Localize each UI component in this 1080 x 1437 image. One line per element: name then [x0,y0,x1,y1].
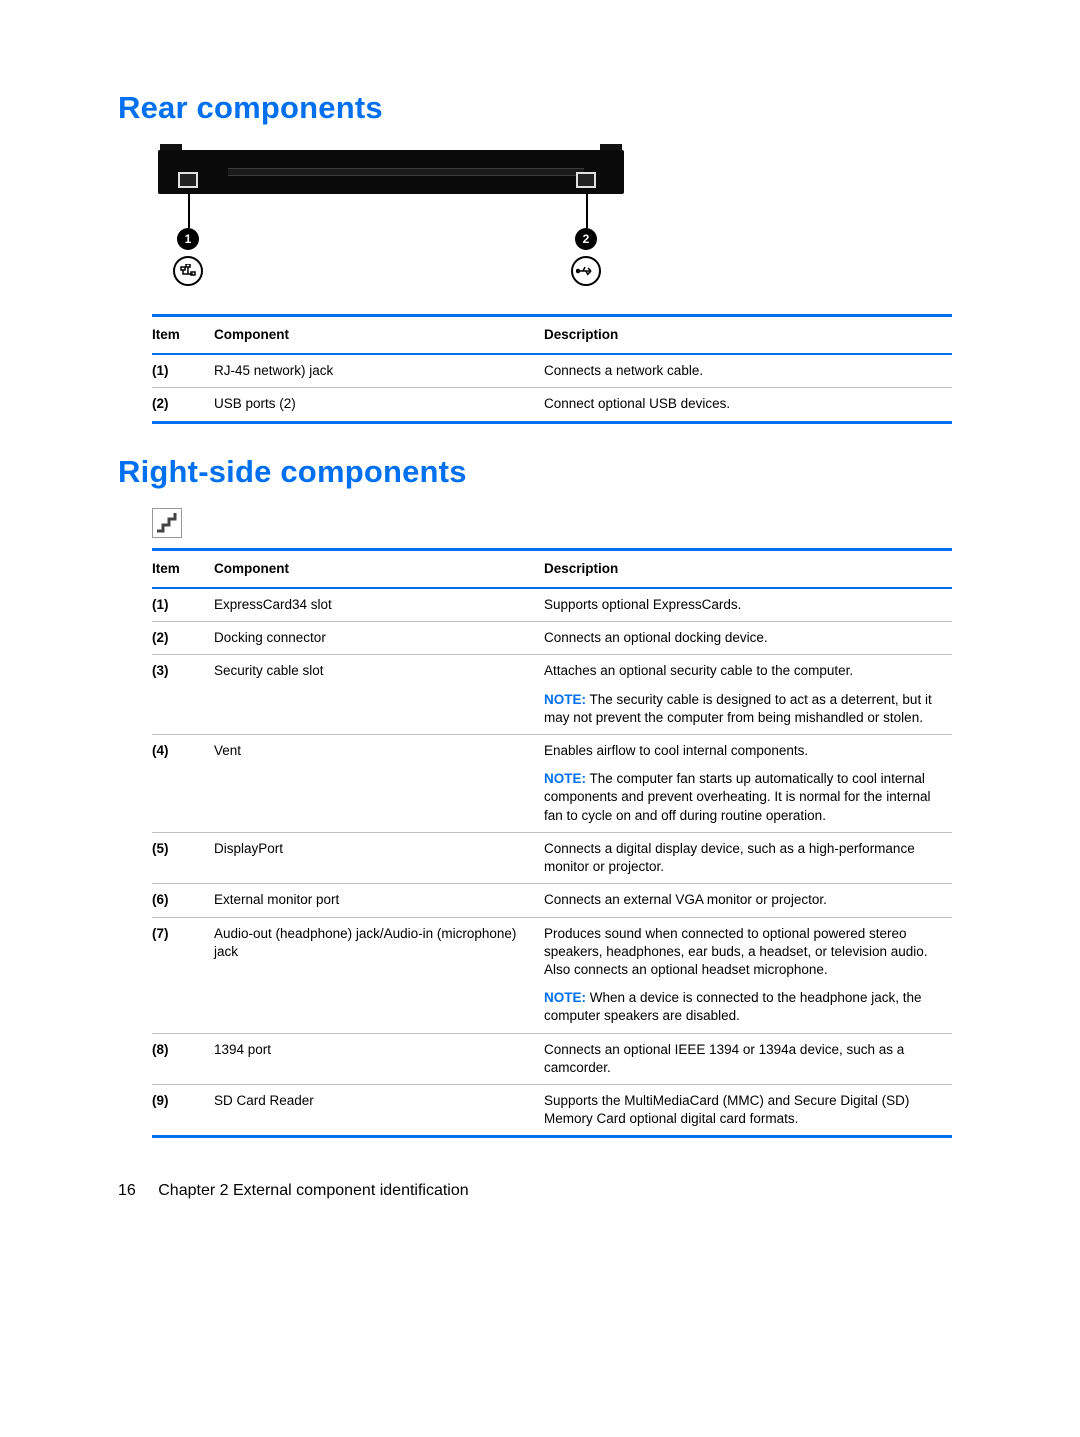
table-row: (1)RJ-45 network) jackConnects a network… [152,354,952,388]
table-row: (3)Security cable slotAttaches an option… [152,655,952,735]
table-row: (4)VentEnables airflow to cool internal … [152,734,952,832]
cell-description: Connects an optional docking device. [544,622,952,655]
th-item: Item [152,316,214,355]
network-icon [173,256,203,286]
callout-number: 1 [177,228,199,250]
th-component: Component [214,549,544,588]
table-row: (2)Docking connectorConnects an optional… [152,622,952,655]
table-row: (5)DisplayPortConnects a digital display… [152,832,952,883]
cell-component: 1394 port [214,1033,544,1084]
cell-component: Audio-out (headphone) jack/Audio-in (mic… [214,917,544,1033]
cell-component: RJ-45 network) jack [214,354,544,388]
cell-item: (7) [152,917,214,1033]
table-row: (6)External monitor portConnects an exte… [152,884,952,917]
rear-heading: Rear components [118,90,985,126]
table-row: (1)ExpressCard34 slotSupports optional E… [152,588,952,622]
rightside-table: Item Component Description (1)ExpressCar… [152,548,952,1139]
usb-icon [571,256,601,286]
cell-item: (2) [152,388,214,422]
cell-component: Security cable slot [214,655,544,735]
cell-description: Connect optional USB devices. [544,388,952,422]
cell-description: Connects a digital display device, such … [544,832,952,883]
th-component: Component [214,316,544,355]
cell-component: Docking connector [214,622,544,655]
cell-description: Produces sound when connected to optiona… [544,917,952,1033]
cell-description: Enables airflow to cool internal compone… [544,734,952,832]
usb-port-icon [576,172,596,188]
callout-number: 2 [575,228,597,250]
cell-component: SD Card Reader [214,1085,544,1137]
cell-item: (3) [152,655,214,735]
cell-item: (9) [152,1085,214,1137]
rightside-heading: Right-side components [118,454,985,490]
cell-component: Vent [214,734,544,832]
cell-item: (1) [152,588,214,622]
cell-description: Supports the MultiMediaCard (MMC) and Se… [544,1085,952,1137]
cell-item: (5) [152,832,214,883]
th-description: Description [544,549,952,588]
cell-item: (6) [152,884,214,917]
cell-item: (4) [152,734,214,832]
cell-item: (8) [152,1033,214,1084]
cell-description: Supports optional ExpressCards. [544,588,952,622]
th-description: Description [544,316,952,355]
rear-table: Item Component Description (1)RJ-45 netw… [152,314,952,424]
cell-component: DisplayPort [214,832,544,883]
page-footer: 16 Chapter 2 External component identifi… [118,1182,985,1200]
cell-description: Connects an optional IEEE 1394 or 1394a … [544,1033,952,1084]
page-number: 16 [118,1182,136,1200]
cell-component: External monitor port [214,884,544,917]
cell-component: USB ports (2) [214,388,544,422]
cell-description: Connects an external VGA monitor or proj… [544,884,952,917]
cell-item: (1) [152,354,214,388]
rj45-port-icon [178,172,198,188]
cell-component: ExpressCard34 slot [214,588,544,622]
cell-item: (2) [152,622,214,655]
cell-description: Connects a network cable. [544,354,952,388]
cell-description: Attaches an optional security cable to t… [544,655,952,735]
rear-diagram: 1 2 [118,144,985,304]
th-item: Item [152,549,214,588]
table-row: (2)USB ports (2)Connect optional USB dev… [152,388,952,422]
table-row: (9)SD Card ReaderSupports the MultiMedia… [152,1085,952,1137]
table-row: (8)1394 portConnects an optional IEEE 13… [152,1033,952,1084]
chapter-title: Chapter 2 External component identificat… [158,1182,468,1199]
staircase-icon [152,508,182,538]
table-row: (7)Audio-out (headphone) jack/Audio-in (… [152,917,952,1033]
